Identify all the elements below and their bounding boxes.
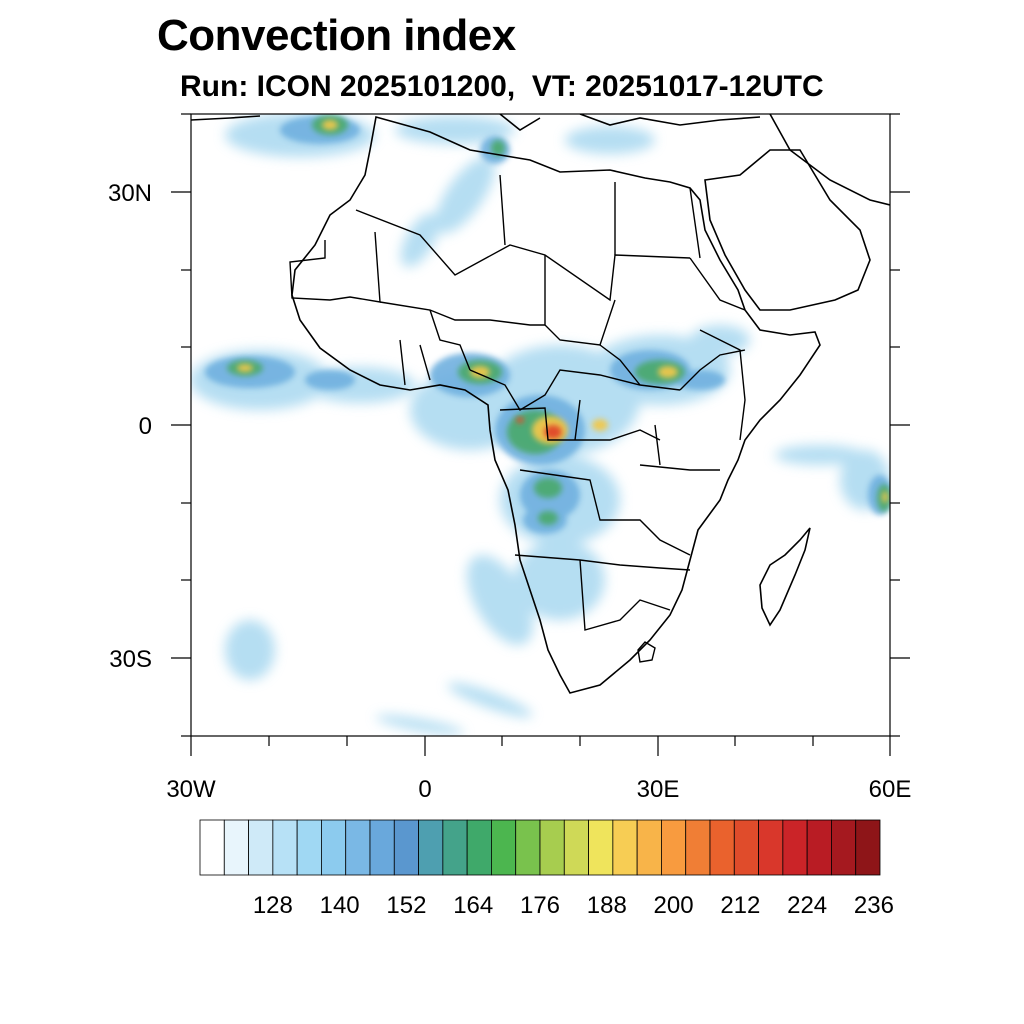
convection-field bbox=[191, 114, 890, 735]
coastlines bbox=[191, 114, 890, 694]
colorbar-swatch bbox=[272, 819, 298, 876]
lon-label-30e: 30E bbox=[637, 776, 680, 803]
colorbar-swatch bbox=[588, 819, 614, 876]
colorbar-label: 212 bbox=[720, 892, 760, 919]
colorbar-swatch bbox=[248, 819, 274, 876]
colorbar-label: 140 bbox=[320, 892, 360, 919]
colorbar-swatch bbox=[466, 819, 492, 876]
country-borders bbox=[289, 174, 746, 663]
colorbar-swatch bbox=[199, 819, 225, 876]
colorbar-label: 224 bbox=[787, 892, 827, 919]
colorbar-swatch bbox=[515, 819, 541, 876]
lat-ticks bbox=[171, 113, 910, 737]
lon-ticks bbox=[190, 736, 891, 756]
map-title: Convection index bbox=[157, 11, 516, 60]
colorbar-swatch bbox=[685, 819, 711, 876]
colorbar-swatch bbox=[709, 819, 735, 876]
lon-label-30w: 30W bbox=[166, 776, 216, 803]
lat-label-30n: 30N bbox=[108, 180, 152, 207]
colorbar-swatch bbox=[806, 819, 832, 876]
colorbar-swatch bbox=[636, 819, 662, 876]
colorbar-swatch bbox=[393, 819, 419, 876]
colorbar-swatch bbox=[491, 819, 517, 876]
colorbar-swatch bbox=[563, 819, 589, 876]
colorbar-label: 176 bbox=[520, 892, 560, 919]
colorbar-label: 200 bbox=[654, 892, 694, 919]
colorbar-label: 188 bbox=[587, 892, 627, 919]
colorbar-swatch bbox=[758, 819, 784, 876]
colorbar-label: 152 bbox=[386, 892, 426, 919]
colorbar-swatch bbox=[612, 819, 638, 876]
lat-label-30s: 30S bbox=[109, 646, 152, 673]
colorbar-label: 128 bbox=[253, 892, 293, 919]
colorbar-swatch bbox=[855, 819, 881, 876]
colorbar-swatch bbox=[418, 819, 444, 876]
colorbar-swatch bbox=[782, 819, 808, 876]
colorbar-swatch bbox=[296, 819, 322, 876]
map-subtitle: Run: ICON 2025101200, VT: 20251017-12UTC bbox=[180, 70, 824, 103]
lon-label-0: 0 bbox=[418, 776, 431, 803]
colorbar-label: 164 bbox=[453, 892, 493, 919]
colorbar-swatch bbox=[733, 819, 759, 876]
colorbar-swatch bbox=[369, 819, 395, 876]
colorbar-swatch bbox=[661, 819, 687, 876]
colorbar-swatch bbox=[442, 819, 468, 876]
colorbar-swatch bbox=[831, 819, 857, 876]
colorbar bbox=[199, 819, 881, 876]
colorbar-swatch bbox=[223, 819, 249, 876]
colorbar-swatch bbox=[539, 819, 565, 876]
lon-label-60e: 60E bbox=[869, 776, 912, 803]
colorbar-labels: 128 140 152 164 176 188 200 212 224 236 bbox=[253, 892, 894, 919]
colorbar-swatch bbox=[345, 819, 371, 876]
colorbar-swatch bbox=[321, 819, 347, 876]
lat-label-0: 0 bbox=[139, 413, 152, 440]
colorbar-label: 236 bbox=[854, 892, 894, 919]
